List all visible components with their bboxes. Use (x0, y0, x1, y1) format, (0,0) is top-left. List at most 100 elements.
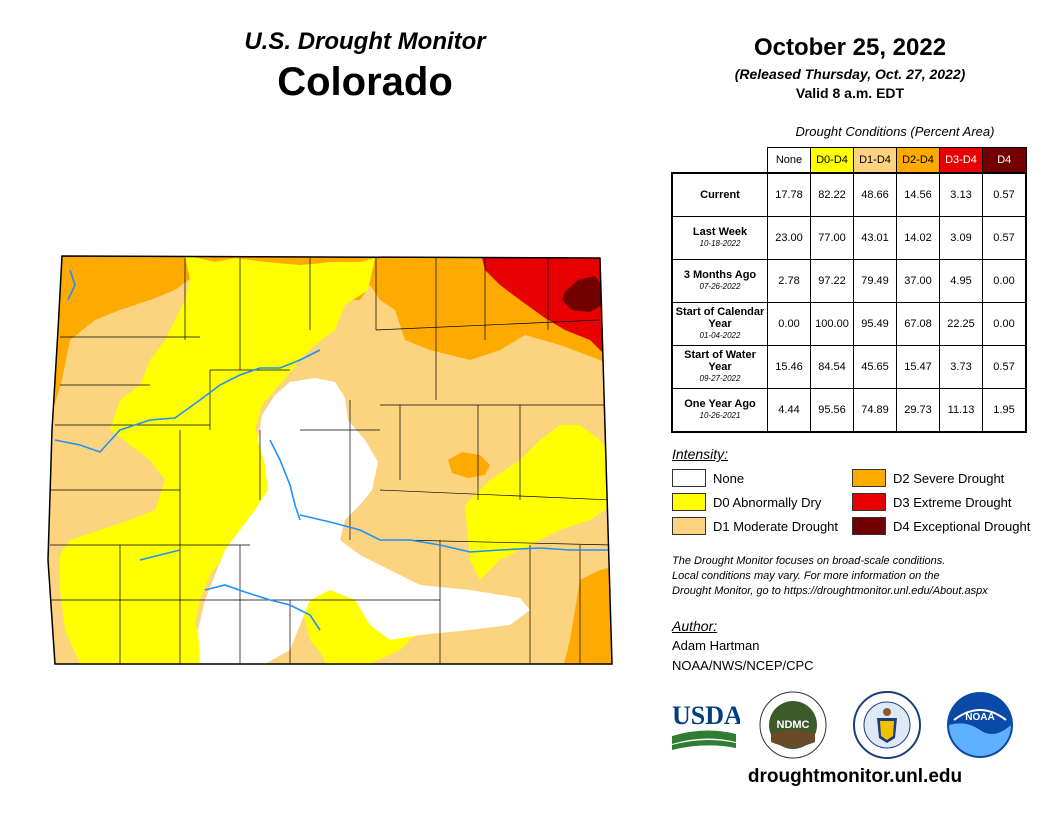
table-row: Start of Calendar Year 01-04-2022 0.00 100.… (671, 302, 1027, 346)
table-cell: 22.25 (939, 302, 983, 346)
table-cell: 0.57 (982, 216, 1027, 260)
doc-seal-logo (853, 691, 921, 759)
table-cell: 77.00 (810, 216, 854, 260)
legend-swatch (852, 469, 886, 487)
legend-label: D2 Severe Drought (893, 470, 1005, 486)
row-label: 3 Months Ago 07-26-2022 (671, 259, 768, 303)
table-cell: 37.00 (896, 259, 940, 303)
site-url[interactable]: droughtmonitor.unl.edu (747, 766, 963, 787)
legend-item: D3 Extreme Drought (852, 492, 1042, 512)
table-cell: 0.57 (982, 345, 1027, 389)
table-cell: 3.73 (939, 345, 983, 389)
drought-conditions-table: None D0-D4 D1-D4 D2-D4 D3-D4 D4 Current 1… (671, 147, 1027, 433)
table-cell: 15.47 (896, 345, 940, 389)
intensity-legend: Intensity: None D2 Severe Drought D0 Abnor… (672, 446, 1052, 536)
table-cell: 4.44 (767, 388, 811, 433)
state-outline (47, 255, 613, 665)
author-org: NOAA/NWS/NCEP/CPC (672, 658, 814, 673)
row-label-text: Start of Water Year (684, 349, 756, 373)
table-body: Current 17.78 82.22 48.66 14.56 3.13 0.57 Last … (671, 172, 1027, 433)
column-header-none: None (767, 147, 811, 174)
legend-label: D4 Exceptional Drought (893, 518, 1031, 534)
disclaimer-line: Local conditions may vary. For more info… (672, 570, 940, 582)
table-cell: 3.09 (939, 216, 983, 260)
county-lines (50, 258, 612, 664)
map-title: U.S. Drought Monitor (244, 28, 486, 55)
table-row: Last Week 10-18-2022 23.00 77.00 43.01 14.02 3… (671, 216, 1027, 260)
table-cell: 0.57 (982, 172, 1027, 217)
row-label: Current (671, 172, 768, 217)
legend-item: D2 Severe Drought (852, 468, 1042, 488)
row-label-text: Last Week (692, 226, 748, 238)
table-cell: 0.00 (767, 302, 811, 346)
usda-logo: USDA (672, 701, 740, 750)
legend-item: D0 Abnormally Dry (672, 492, 852, 512)
svg-text:NDMC: NDMC (777, 719, 810, 731)
column-header-d0-d4: D0-D4 (810, 147, 854, 174)
row-date: 10-18-2022 (699, 239, 741, 248)
d0-north-spur (240, 262, 368, 300)
table-cell: 4.95 (939, 259, 983, 303)
legend-swatch (672, 517, 706, 535)
table-cell: 79.49 (853, 259, 897, 303)
map-date: October 25, 2022 (753, 34, 947, 61)
legend-label: D0 Abnormally Dry (713, 494, 822, 510)
legend-swatch (852, 493, 886, 511)
table-caption: Drought Conditions (Percent Area) (795, 124, 995, 139)
table-cell: 0.00 (982, 259, 1027, 303)
legend-label: None (713, 470, 745, 486)
legend-title: Intensity: (672, 446, 729, 462)
author-block: Author: Adam Hartman NOAA/NWS/NCEP/CPC (672, 616, 814, 676)
row-label-text: 3 Months Ago (683, 269, 757, 281)
valid-time: Valid 8 a.m. EDT (795, 85, 905, 101)
d0-abnormally-dry-region (60, 256, 375, 664)
table-cell: 95.56 (810, 388, 854, 433)
disclaimer: The Drought Monitor focuses on broad-sca… (672, 554, 1042, 599)
row-date: 07-26-2022 (699, 282, 741, 291)
column-header-d4: D4 (982, 147, 1027, 174)
noaa-logo: NOAA (947, 692, 1013, 758)
table-row: One Year Ago 10-26-2021 4.44 95.56 74.89 29.7… (671, 388, 1027, 433)
table-cell: 17.78 (767, 172, 811, 217)
release-date: (Released Thursday, Oct. 27, 2022) (734, 66, 966, 82)
row-label: One Year Ago 10-26-2021 (671, 388, 768, 433)
table-cell: 3.13 (939, 172, 983, 217)
table-cell: 74.89 (853, 388, 897, 433)
table-corner (672, 148, 768, 174)
row-label: Start of Calendar Year 01-04-2022 (671, 302, 768, 346)
table-cell: 23.00 (767, 216, 811, 260)
row-date: 09-27-2022 (699, 374, 741, 383)
title-block: U.S. Drought Monitor Colorado (150, 28, 580, 105)
column-header-d2-d4: D2-D4 (896, 147, 940, 174)
disclaimer-line: The Drought Monitor focuses on broad-sca… (672, 555, 946, 567)
author-name: Adam Hartman (672, 638, 760, 653)
table-cell: 43.01 (853, 216, 897, 260)
state-name: Colorado (277, 60, 453, 104)
row-label: Start of Water Year 09-27-2022 (671, 345, 768, 389)
legend-label: D3 Extreme Drought (893, 494, 1012, 510)
svg-text:USDA: USDA (672, 701, 740, 730)
table-cell: 0.00 (982, 302, 1027, 346)
legend-swatch (672, 469, 706, 487)
rivers (54, 269, 610, 631)
column-header-d3-d4: D3-D4 (939, 147, 983, 174)
disclaimer-line: Drought Monitor, go to https://droughtmo… (672, 585, 988, 597)
table-header-row: None D0-D4 D1-D4 D2-D4 D3-D4 D4 (672, 147, 1027, 174)
legend-grid: None D2 Severe Drought D0 Abnormally Dry D3… (672, 468, 1052, 536)
d4-exceptional-region (562, 276, 604, 312)
table-cell: 11.13 (939, 388, 983, 433)
table-cell: 84.54 (810, 345, 854, 389)
legend-item: D1 Moderate Drought (672, 516, 852, 536)
row-label-text: Current (700, 189, 740, 201)
legend-swatch (852, 517, 886, 535)
svg-text:NOAA: NOAA (965, 712, 994, 723)
legend-item: None (672, 468, 852, 488)
table-cell: 29.73 (896, 388, 940, 433)
table-cell: 14.02 (896, 216, 940, 260)
table-row: Start of Water Year 09-27-2022 15.46 84.54 4… (671, 345, 1027, 389)
table-cell: 67.08 (896, 302, 940, 346)
table-row: 3 Months Ago 07-26-2022 2.78 97.22 79.49 37.0… (671, 259, 1027, 303)
table-cell: 95.49 (853, 302, 897, 346)
table-cell: 45.65 (853, 345, 897, 389)
table-cell: 2.78 (767, 259, 811, 303)
